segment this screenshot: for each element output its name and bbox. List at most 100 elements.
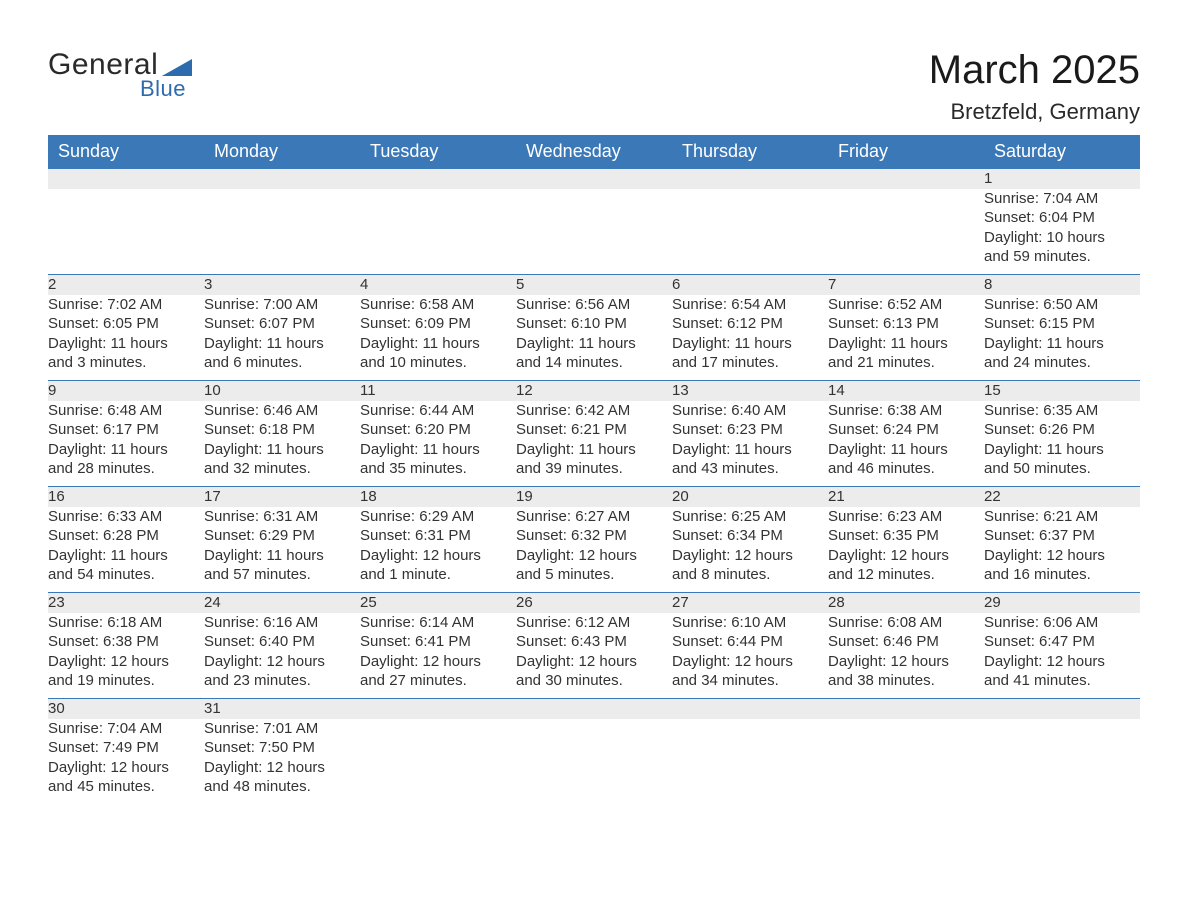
month-title: March 2025 [929, 48, 1140, 93]
day-cell: Sunrise: 6:08 AMSunset: 6:46 PMDaylight:… [828, 613, 984, 699]
sunrise-text: Sunrise: 6:56 AM [516, 295, 672, 315]
day-cell: Sunrise: 6:21 AMSunset: 6:37 PMDaylight:… [984, 507, 1140, 593]
daylight-text-2: and 34 minutes. [672, 671, 828, 691]
day-cell [516, 719, 672, 805]
daylight-text-1: Daylight: 11 hours [204, 334, 360, 354]
daynum-row: 23242526272829 [48, 593, 1140, 613]
calendar-table: Sunday Monday Tuesday Wednesday Thursday… [48, 135, 1140, 805]
daynum-row: 9101112131415 [48, 381, 1140, 401]
sunset-text: Sunset: 6:09 PM [360, 314, 516, 334]
daylight-text-2: and 30 minutes. [516, 671, 672, 691]
daynum-row: 2345678 [48, 275, 1140, 295]
daylight-text-1: Daylight: 11 hours [360, 334, 516, 354]
daylight-text-1: Daylight: 11 hours [204, 440, 360, 460]
day-number: 11 [360, 381, 516, 401]
sunset-text: Sunset: 7:50 PM [204, 738, 360, 758]
daylight-text-1: Daylight: 11 hours [828, 334, 984, 354]
detail-row: Sunrise: 6:18 AMSunset: 6:38 PMDaylight:… [48, 613, 1140, 699]
daylight-text-1: Daylight: 12 hours [48, 652, 204, 672]
day-number: 9 [48, 381, 204, 401]
sunrise-text: Sunrise: 7:02 AM [48, 295, 204, 315]
day-cell: Sunrise: 7:04 AMSunset: 7:49 PMDaylight:… [48, 719, 204, 805]
day-cell [672, 719, 828, 805]
sunrise-text: Sunrise: 6:10 AM [672, 613, 828, 633]
day-number [672, 699, 828, 719]
sunset-text: Sunset: 6:41 PM [360, 632, 516, 652]
daylight-text-2: and 57 minutes. [204, 565, 360, 585]
daylight-text-1: Daylight: 12 hours [984, 546, 1140, 566]
daylight-text-1: Daylight: 11 hours [984, 440, 1140, 460]
daylight-text-1: Daylight: 11 hours [48, 546, 204, 566]
day-number: 8 [984, 275, 1140, 295]
day-number: 2 [48, 275, 204, 295]
day-cell: Sunrise: 6:38 AMSunset: 6:24 PMDaylight:… [828, 401, 984, 487]
sunrise-text: Sunrise: 7:04 AM [984, 189, 1140, 209]
sunrise-text: Sunrise: 6:58 AM [360, 295, 516, 315]
daylight-text-2: and 59 minutes. [984, 247, 1140, 267]
daylight-text-1: Daylight: 11 hours [204, 546, 360, 566]
day-number: 13 [672, 381, 828, 401]
daylight-text-1: Daylight: 12 hours [828, 652, 984, 672]
sunset-text: Sunset: 6:29 PM [204, 526, 360, 546]
sunrise-text: Sunrise: 6:29 AM [360, 507, 516, 527]
day-number: 4 [360, 275, 516, 295]
sunset-text: Sunset: 6:44 PM [672, 632, 828, 652]
sunset-text: Sunset: 6:12 PM [672, 314, 828, 334]
day-number [516, 699, 672, 719]
day-cell: Sunrise: 7:01 AMSunset: 7:50 PMDaylight:… [204, 719, 360, 805]
day-cell: Sunrise: 6:46 AMSunset: 6:18 PMDaylight:… [204, 401, 360, 487]
day-cell [828, 719, 984, 805]
day-cell [672, 189, 828, 275]
logo-triangle-icon [162, 56, 192, 81]
weekday-header: Friday [828, 135, 984, 169]
daynum-row: 3031 [48, 699, 1140, 719]
day-number: 10 [204, 381, 360, 401]
sunset-text: Sunset: 6:07 PM [204, 314, 360, 334]
sunset-text: Sunset: 6:28 PM [48, 526, 204, 546]
day-number: 29 [984, 593, 1140, 613]
day-cell: Sunrise: 6:14 AMSunset: 6:41 PMDaylight:… [360, 613, 516, 699]
day-cell: Sunrise: 7:02 AMSunset: 6:05 PMDaylight:… [48, 295, 204, 381]
day-cell: Sunrise: 6:33 AMSunset: 6:28 PMDaylight:… [48, 507, 204, 593]
sunset-text: Sunset: 6:31 PM [360, 526, 516, 546]
sunset-text: Sunset: 6:34 PM [672, 526, 828, 546]
day-cell [360, 719, 516, 805]
daylight-text-1: Daylight: 12 hours [672, 652, 828, 672]
day-number [204, 169, 360, 189]
daylight-text-2: and 19 minutes. [48, 671, 204, 691]
day-number: 18 [360, 487, 516, 507]
daylight-text-2: and 39 minutes. [516, 459, 672, 479]
day-cell: Sunrise: 6:42 AMSunset: 6:21 PMDaylight:… [516, 401, 672, 487]
day-cell: Sunrise: 6:06 AMSunset: 6:47 PMDaylight:… [984, 613, 1140, 699]
sunset-text: Sunset: 6:24 PM [828, 420, 984, 440]
sunrise-text: Sunrise: 6:38 AM [828, 401, 984, 421]
sunrise-text: Sunrise: 6:12 AM [516, 613, 672, 633]
day-cell: Sunrise: 6:18 AMSunset: 6:38 PMDaylight:… [48, 613, 204, 699]
daylight-text-1: Daylight: 11 hours [516, 440, 672, 460]
daylight-text-2: and 5 minutes. [516, 565, 672, 585]
sunset-text: Sunset: 6:15 PM [984, 314, 1140, 334]
day-number: 5 [516, 275, 672, 295]
daylight-text-2: and 16 minutes. [984, 565, 1140, 585]
weekday-header: Thursday [672, 135, 828, 169]
page-header: General Blue March 2025 Bretzfeld, Germa… [48, 48, 1140, 125]
day-cell: Sunrise: 6:27 AMSunset: 6:32 PMDaylight:… [516, 507, 672, 593]
daylight-text-1: Daylight: 12 hours [360, 546, 516, 566]
day-cell [204, 189, 360, 275]
day-cell: Sunrise: 6:35 AMSunset: 6:26 PMDaylight:… [984, 401, 1140, 487]
sunrise-text: Sunrise: 6:16 AM [204, 613, 360, 633]
day-cell [516, 189, 672, 275]
daylight-text-1: Daylight: 12 hours [48, 758, 204, 778]
day-cell: Sunrise: 6:40 AMSunset: 6:23 PMDaylight:… [672, 401, 828, 487]
sunrise-text: Sunrise: 6:33 AM [48, 507, 204, 527]
weekday-header: Monday [204, 135, 360, 169]
daylight-text-1: Daylight: 12 hours [984, 652, 1140, 672]
daylight-text-1: Daylight: 10 hours [984, 228, 1140, 248]
day-cell: Sunrise: 6:25 AMSunset: 6:34 PMDaylight:… [672, 507, 828, 593]
weekday-header: Wednesday [516, 135, 672, 169]
sunset-text: Sunset: 6:43 PM [516, 632, 672, 652]
day-cell: Sunrise: 6:50 AMSunset: 6:15 PMDaylight:… [984, 295, 1140, 381]
daylight-text-1: Daylight: 11 hours [984, 334, 1140, 354]
day-number: 21 [828, 487, 984, 507]
day-number: 7 [828, 275, 984, 295]
